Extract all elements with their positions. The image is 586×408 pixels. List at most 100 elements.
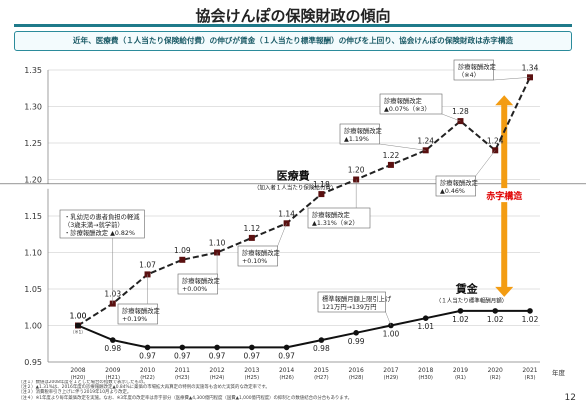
medical-data-label: 1.07 xyxy=(139,260,156,269)
title-underline xyxy=(14,24,572,27)
footnote-4: （注４）※1年度より毎年薬価改定を実施。なお、※3年度の改定率は赤字部分（医療費… xyxy=(18,395,353,401)
wage-data-label: 1.02 xyxy=(522,315,539,324)
annotation-text: （※4） xyxy=(458,72,480,79)
annotation-text: 診療報酬改定 xyxy=(344,126,382,135)
wage-data-label: 0.97 xyxy=(139,351,156,360)
y-tick-label: 0.95 xyxy=(24,358,42,367)
x-tick-sublabel: (H20) xyxy=(71,375,86,381)
wage-data-label: 0.97 xyxy=(278,351,295,360)
wage-data-label: 0.97 xyxy=(174,351,191,360)
x-tick-sublabel: (H30) xyxy=(418,375,433,381)
x-tick-sublabel: (H28) xyxy=(349,375,364,381)
wage-data-label: 0.99 xyxy=(348,337,365,346)
deficit-arrow-head-top xyxy=(495,95,514,106)
annotation-text: ▲1.31%（※2） xyxy=(312,220,359,227)
medical-data-label: 1.24 xyxy=(487,136,504,145)
medical-data-label: 1.12 xyxy=(243,224,260,233)
wage-data-label: 0.97 xyxy=(243,351,260,360)
page-number: 12 xyxy=(564,393,576,403)
annotation-box: 診療報酬改定+0.00% xyxy=(177,252,220,295)
axis-break xyxy=(0,183,586,189)
y-tick-label: 1.10 xyxy=(24,249,42,258)
x-tick-sublabel: (R2) xyxy=(490,375,501,381)
x-tick-sublabel: (R3) xyxy=(525,375,536,381)
wage-data-label: 1.02 xyxy=(452,315,469,324)
medical-data-label: 1.10 xyxy=(209,239,226,248)
x-tick-label: 2012 xyxy=(209,367,224,374)
y-tick-label: 1.00 xyxy=(24,322,42,331)
annotation-text: 診療報酬改定 xyxy=(242,248,280,257)
x-tick-sublabel: (H22) xyxy=(140,375,155,381)
wage-data-label: 1.02 xyxy=(487,315,504,324)
annotation-box: 診療報酬改定▲0.46% xyxy=(435,150,496,197)
annotation-frame xyxy=(59,209,145,239)
footnote-3: （注３）消費税率引き上げに伴う2019年10月より改定。 xyxy=(18,390,132,396)
annotation-box: ・乳幼児の患者負担の軽減（3歳未満→就学前）・診療報酬改定 ▲0.82% xyxy=(59,209,145,304)
y-tick-label: 1.25 xyxy=(24,139,42,148)
wage-data-label: 0.98 xyxy=(104,344,121,353)
series-line-medical xyxy=(77,76,531,327)
x-tick-label: 2021 xyxy=(522,367,537,374)
annotation-connector xyxy=(441,113,461,122)
medical-data-label: 1.24 xyxy=(417,136,434,145)
wage-data-label: 1.00 xyxy=(383,330,400,339)
medical-point xyxy=(387,161,394,168)
annotation-text: 標準報酬月額上限引上げ xyxy=(322,294,392,303)
annotation-text: +0.00% xyxy=(182,286,207,293)
deficit-label-bg xyxy=(480,188,529,203)
annotation-text: 診療報酬改定 xyxy=(384,96,422,105)
annotation-frame xyxy=(177,273,218,295)
y-tick-label: 1.20 xyxy=(24,176,42,185)
annotation-text: +0.19% xyxy=(122,316,147,323)
medical-point xyxy=(248,234,255,241)
medical-data-label: 1.28 xyxy=(452,107,469,116)
x-tick-label: 2020 xyxy=(488,367,503,374)
annotation-box: 診療報酬改定▲1.31%（※2） xyxy=(307,179,371,229)
annotation-box: 診療報酬改定+0.19% xyxy=(117,274,160,325)
y-tick-label: 1.05 xyxy=(24,285,42,294)
wage-point xyxy=(179,344,186,351)
wage-point xyxy=(353,330,359,336)
x-tick-label: 2019 xyxy=(453,367,468,374)
wage-point xyxy=(214,344,220,351)
page-subtitle: 近年、医療費（１人当たり保険給付費）の伸びが賃金（１人当たり標準報酬）の伸びを上… xyxy=(14,31,572,51)
annotation-connector xyxy=(475,150,496,177)
x-tick-sublabel: (H26) xyxy=(279,375,294,381)
y-tick-label: 1.35 xyxy=(24,66,42,75)
annotation-connector xyxy=(493,77,531,81)
x-tick-sublabel: (H23) xyxy=(175,375,190,381)
footnote-2: （注２）▲1.31%は、2016年度の診療報酬改定▲0.84%に薬価の市場拡大再… xyxy=(18,385,270,391)
annotation-text: 診療報酬改定 xyxy=(440,178,478,187)
annotation-text: 121万円→139万円 xyxy=(322,303,377,311)
series-line-wage xyxy=(77,309,530,349)
annotation-text: ・診療報酬改定 ▲0.82% xyxy=(64,228,135,237)
footnote-1: （注１）数値は2008年度を１とした場合の指数で表示したもの。 xyxy=(18,380,148,385)
x-tick-label: 2010 xyxy=(140,367,155,374)
annotation-frame xyxy=(453,59,494,81)
x-tick-label: 2017 xyxy=(383,367,398,374)
annotation-frame xyxy=(339,123,380,145)
wage-point xyxy=(318,337,325,343)
medical-data-label: 1.00 xyxy=(70,312,87,321)
x-tick-label: 2009 xyxy=(105,367,120,374)
x-tick-sublabel: (H21) xyxy=(105,375,120,381)
x-tick-sublabel: (H24) xyxy=(210,375,225,381)
annotation-frame xyxy=(117,303,158,325)
x-tick-sublabel: (R1) xyxy=(455,375,466,381)
annotation-connector xyxy=(385,311,392,326)
wage-point xyxy=(492,308,499,314)
wage-point xyxy=(457,308,464,314)
annotation-text: 診療報酬改定 xyxy=(312,210,350,219)
medical-series-name: 医療費 xyxy=(277,169,310,183)
annotation-text: +0.10% xyxy=(242,258,267,265)
medical-data-label: 1.20 xyxy=(348,166,365,175)
medical-data-label: 1.14 xyxy=(278,209,295,218)
origin-data-label: 1.00 xyxy=(70,312,87,321)
medical-series-sublabel: （加入者１人当たり保険給付費） xyxy=(254,184,337,192)
x-tick-label: 2014 xyxy=(279,367,294,374)
annotation-text: （3歳未満→就学前） xyxy=(64,220,124,229)
wage-data-label: 1.01 xyxy=(417,322,434,331)
wage-point xyxy=(527,308,533,314)
